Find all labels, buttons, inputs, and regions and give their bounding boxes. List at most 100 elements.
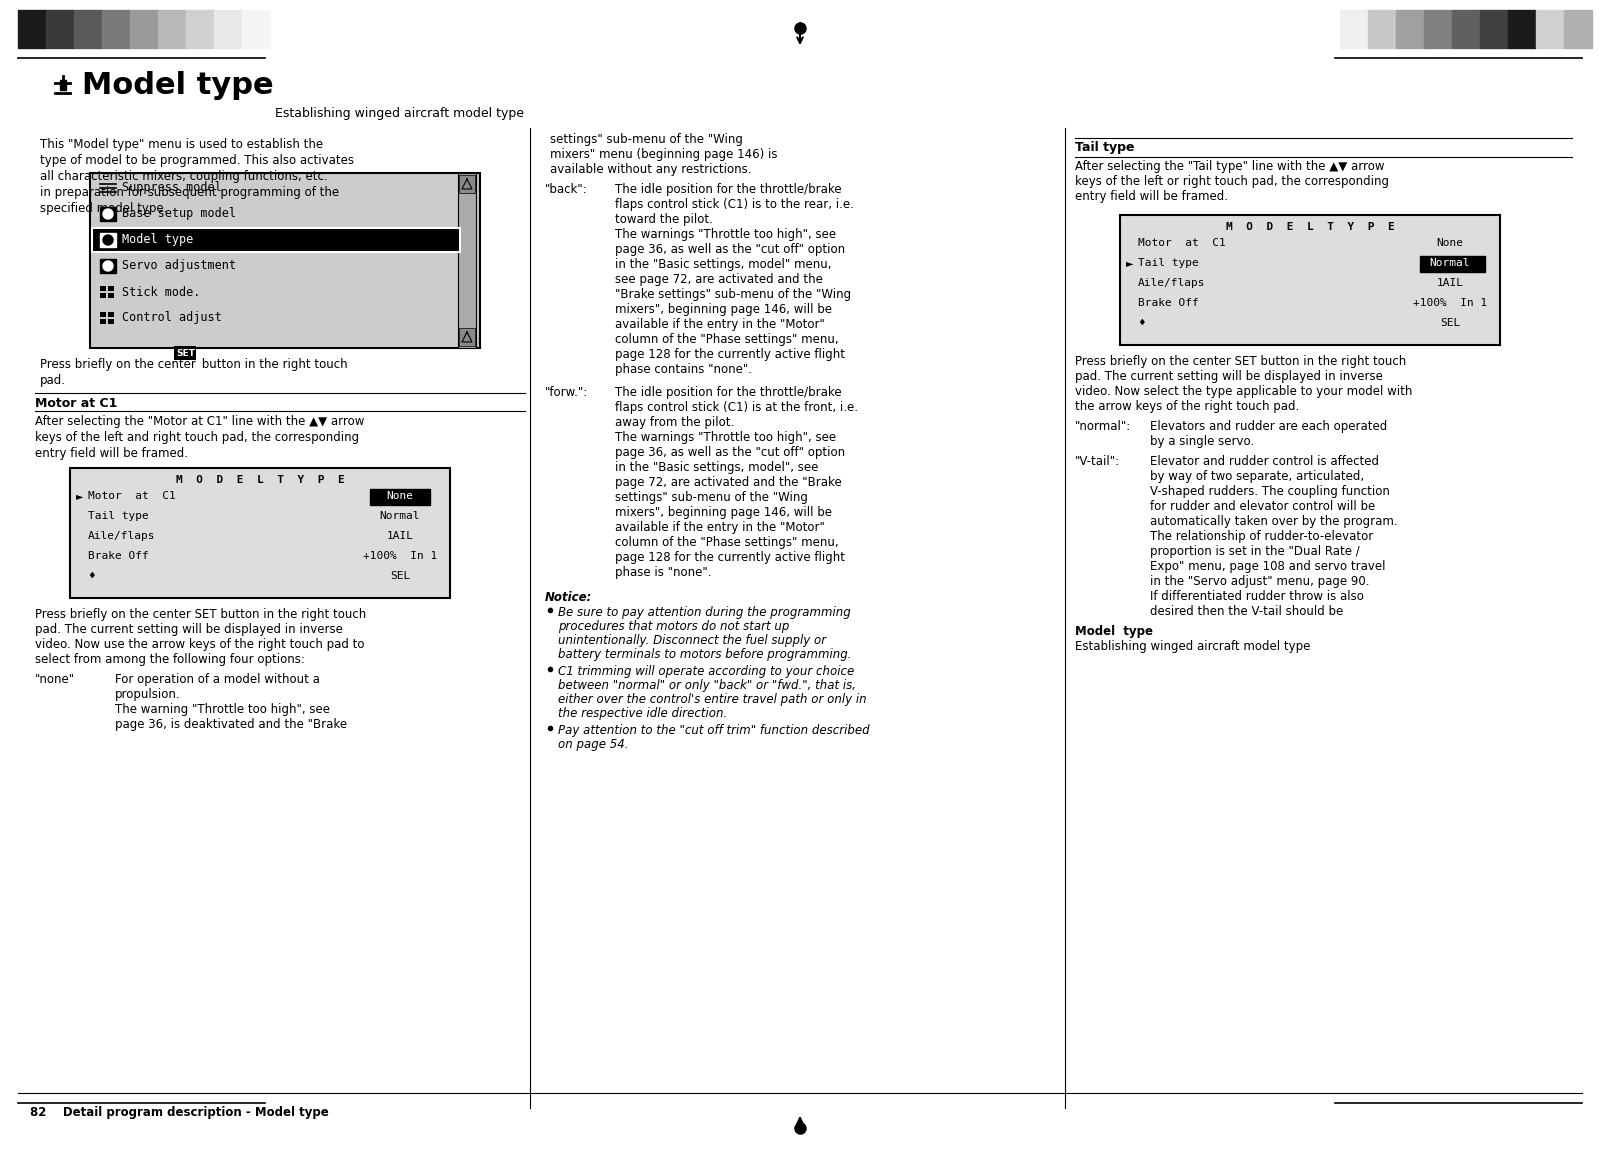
Text: Model type: Model type (82, 70, 273, 99)
Text: column of the "Phase settings" menu,: column of the "Phase settings" menu, (616, 536, 838, 549)
Text: +100%  In 1: +100% In 1 (363, 551, 437, 561)
Text: pad. The current setting will be displayed in inverse: pad. The current setting will be display… (35, 623, 342, 637)
Bar (1425, 11, 1452, 48)
Text: available if the entry in the "Motor": available if the entry in the "Motor" (616, 318, 825, 331)
Text: After selecting the "Motor at C1" line with the ▲▼ arrow: After selecting the "Motor at C1" line w… (35, 415, 365, 427)
Bar (1537, 11, 1564, 48)
Bar (109, 319, 114, 324)
Text: "forw.":: "forw.": (545, 385, 588, 399)
Text: The warning "Throttle too high", see: The warning "Throttle too high", see (115, 703, 329, 716)
Text: Aile/flaps: Aile/flaps (88, 531, 155, 541)
Text: available without any restrictions.: available without any restrictions. (550, 164, 752, 176)
Text: Press briefly on the center SET button in the right touch: Press briefly on the center SET button i… (1075, 355, 1406, 368)
Text: Model  type: Model type (1075, 625, 1153, 638)
Text: propulsion.: propulsion. (115, 688, 181, 701)
Text: Pay attention to the "cut off trim" function described: Pay attention to the "cut off trim" func… (558, 724, 870, 737)
Text: +100%  In 1: +100% In 1 (1414, 298, 1487, 308)
Text: "none": "none" (35, 673, 75, 686)
Text: in the "Servo adjust" menu, page 90.: in the "Servo adjust" menu, page 90. (1150, 575, 1369, 588)
Text: on page 54.: on page 54. (558, 738, 628, 751)
Text: page 36, as well as the "cut off" option: page 36, as well as the "cut off" option (616, 243, 846, 256)
Text: desired then the V-tail should be: desired then the V-tail should be (1150, 605, 1343, 618)
Text: battery terminals to motors before programming.: battery terminals to motors before progr… (558, 648, 852, 661)
Bar (1481, 11, 1508, 48)
Bar (1396, 11, 1425, 48)
Text: in preparation for subsequent programming of the: in preparation for subsequent programmin… (40, 186, 339, 199)
Bar (109, 286, 114, 291)
Text: column of the "Phase settings" menu,: column of the "Phase settings" menu, (616, 333, 838, 346)
Bar (74, 11, 102, 48)
Text: all characteristic mixers, coupling functions, etc.: all characteristic mixers, coupling func… (40, 171, 328, 183)
Text: V-shaped rudders. The coupling function: V-shaped rudders. The coupling function (1150, 485, 1390, 498)
Text: in the "Basic settings, model", see: in the "Basic settings, model", see (616, 461, 819, 474)
Text: between "normal" or only "back" or "fwd.", that is,: between "normal" or only "back" or "fwd.… (558, 679, 855, 691)
Text: Model type: Model type (122, 234, 193, 246)
Text: video. Now select the type applicable to your model with: video. Now select the type applicable to… (1075, 385, 1412, 398)
Bar (457, 173, 477, 348)
Text: flaps control stick (C1) is to the rear, i.e.: flaps control stick (C1) is to the rear,… (616, 199, 854, 211)
Bar (90, 173, 480, 348)
Text: page 72, are activated and the "Brake: page 72, are activated and the "Brake (616, 477, 841, 489)
Text: video. Now use the arrow keys of the right touch pad to: video. Now use the arrow keys of the rig… (35, 638, 365, 651)
Bar (101, 312, 106, 317)
Text: Base setup model: Base setup model (122, 208, 237, 221)
Text: mixers", beginning page 146, will be: mixers", beginning page 146, will be (616, 506, 831, 519)
Bar (1340, 11, 1369, 48)
Text: Normal: Normal (1430, 258, 1469, 267)
Text: SET: SET (176, 348, 195, 357)
Text: 82    Detail program description - Model type: 82 Detail program description - Model ty… (30, 1106, 329, 1119)
Text: Brake Off: Brake Off (1138, 298, 1199, 308)
Text: Control adjust: Control adjust (122, 312, 222, 325)
Text: This "Model type" menu is used to establish the: This "Model type" menu is used to establ… (40, 138, 323, 151)
Text: see page 72, are activated and the: see page 72, are activated and the (616, 273, 823, 286)
Text: Press briefly on the center: Press briefly on the center (40, 359, 200, 371)
Text: For operation of a model without a: For operation of a model without a (115, 673, 320, 686)
Text: button in the right touch: button in the right touch (198, 359, 349, 371)
Text: Normal: Normal (379, 512, 421, 521)
Bar (93, 228, 461, 252)
Text: ►: ► (1126, 258, 1134, 267)
Text: Servo adjustment: Servo adjustment (122, 259, 237, 272)
Bar (70, 468, 449, 598)
Text: After selecting the "Tail type" line with the ▲▼ arrow: After selecting the "Tail type" line wit… (1075, 160, 1385, 173)
Text: flaps control stick (C1) is at the front, i.e.: flaps control stick (C1) is at the front… (616, 401, 859, 413)
Text: Motor  at  C1: Motor at C1 (1138, 238, 1226, 248)
Text: The idle position for the throttle/brake: The idle position for the throttle/brake (616, 385, 841, 399)
Text: select from among the following four options:: select from among the following four opt… (35, 653, 305, 666)
Text: mixers", beginning page 146, will be: mixers", beginning page 146, will be (616, 303, 831, 317)
Text: Notice:: Notice: (545, 591, 592, 604)
Bar (102, 11, 130, 48)
Text: page 128 for the currently active flight: page 128 for the currently active flight (616, 551, 844, 564)
Text: phase is "none".: phase is "none". (616, 566, 712, 579)
Text: the arrow keys of the right touch pad.: the arrow keys of the right touch pad. (1075, 399, 1300, 413)
Text: "V-tail":: "V-tail": (1075, 456, 1121, 468)
Text: settings" sub-menu of the "Wing: settings" sub-menu of the "Wing (550, 133, 744, 146)
Text: Tail type: Tail type (1075, 141, 1135, 154)
Text: Motor  at  C1: Motor at C1 (88, 491, 176, 501)
Text: "normal":: "normal": (1075, 420, 1130, 433)
Bar (101, 207, 117, 221)
Text: SEL: SEL (1439, 318, 1460, 328)
Bar (1564, 11, 1593, 48)
Text: specified model type.: specified model type. (40, 202, 168, 215)
Text: Stick mode.: Stick mode. (122, 285, 200, 299)
Text: proportion is set in the "Dual Rate /: proportion is set in the "Dual Rate / (1150, 545, 1359, 558)
Text: SEL: SEL (390, 571, 409, 580)
Text: The warnings "Throttle too high", see: The warnings "Throttle too high", see (616, 228, 836, 241)
Bar (18, 11, 46, 48)
Text: by a single servo.: by a single servo. (1150, 434, 1254, 449)
Text: ♦: ♦ (1138, 318, 1145, 328)
Text: None: None (387, 491, 414, 501)
Text: Tail type: Tail type (88, 512, 149, 521)
Text: pad. The current setting will be displayed in inverse: pad. The current setting will be display… (1075, 370, 1383, 383)
Text: "Brake settings" sub-menu of the "Wing: "Brake settings" sub-menu of the "Wing (616, 288, 851, 301)
Text: ►: ► (77, 491, 83, 501)
Text: Motor at C1: Motor at C1 (35, 397, 117, 410)
Bar (214, 11, 241, 48)
Text: keys of the left and right touch pad, the corresponding: keys of the left and right touch pad, th… (35, 431, 360, 444)
Text: Press briefly on the center SET button in the right touch: Press briefly on the center SET button i… (35, 609, 366, 621)
Text: in the "Basic settings, model" menu,: in the "Basic settings, model" menu, (616, 258, 831, 271)
Text: page 36, is deaktivated and the "Brake: page 36, is deaktivated and the "Brake (115, 718, 347, 731)
Text: Establishing winged aircraft model type: Establishing winged aircraft model type (1075, 640, 1310, 653)
Bar (1508, 11, 1537, 48)
